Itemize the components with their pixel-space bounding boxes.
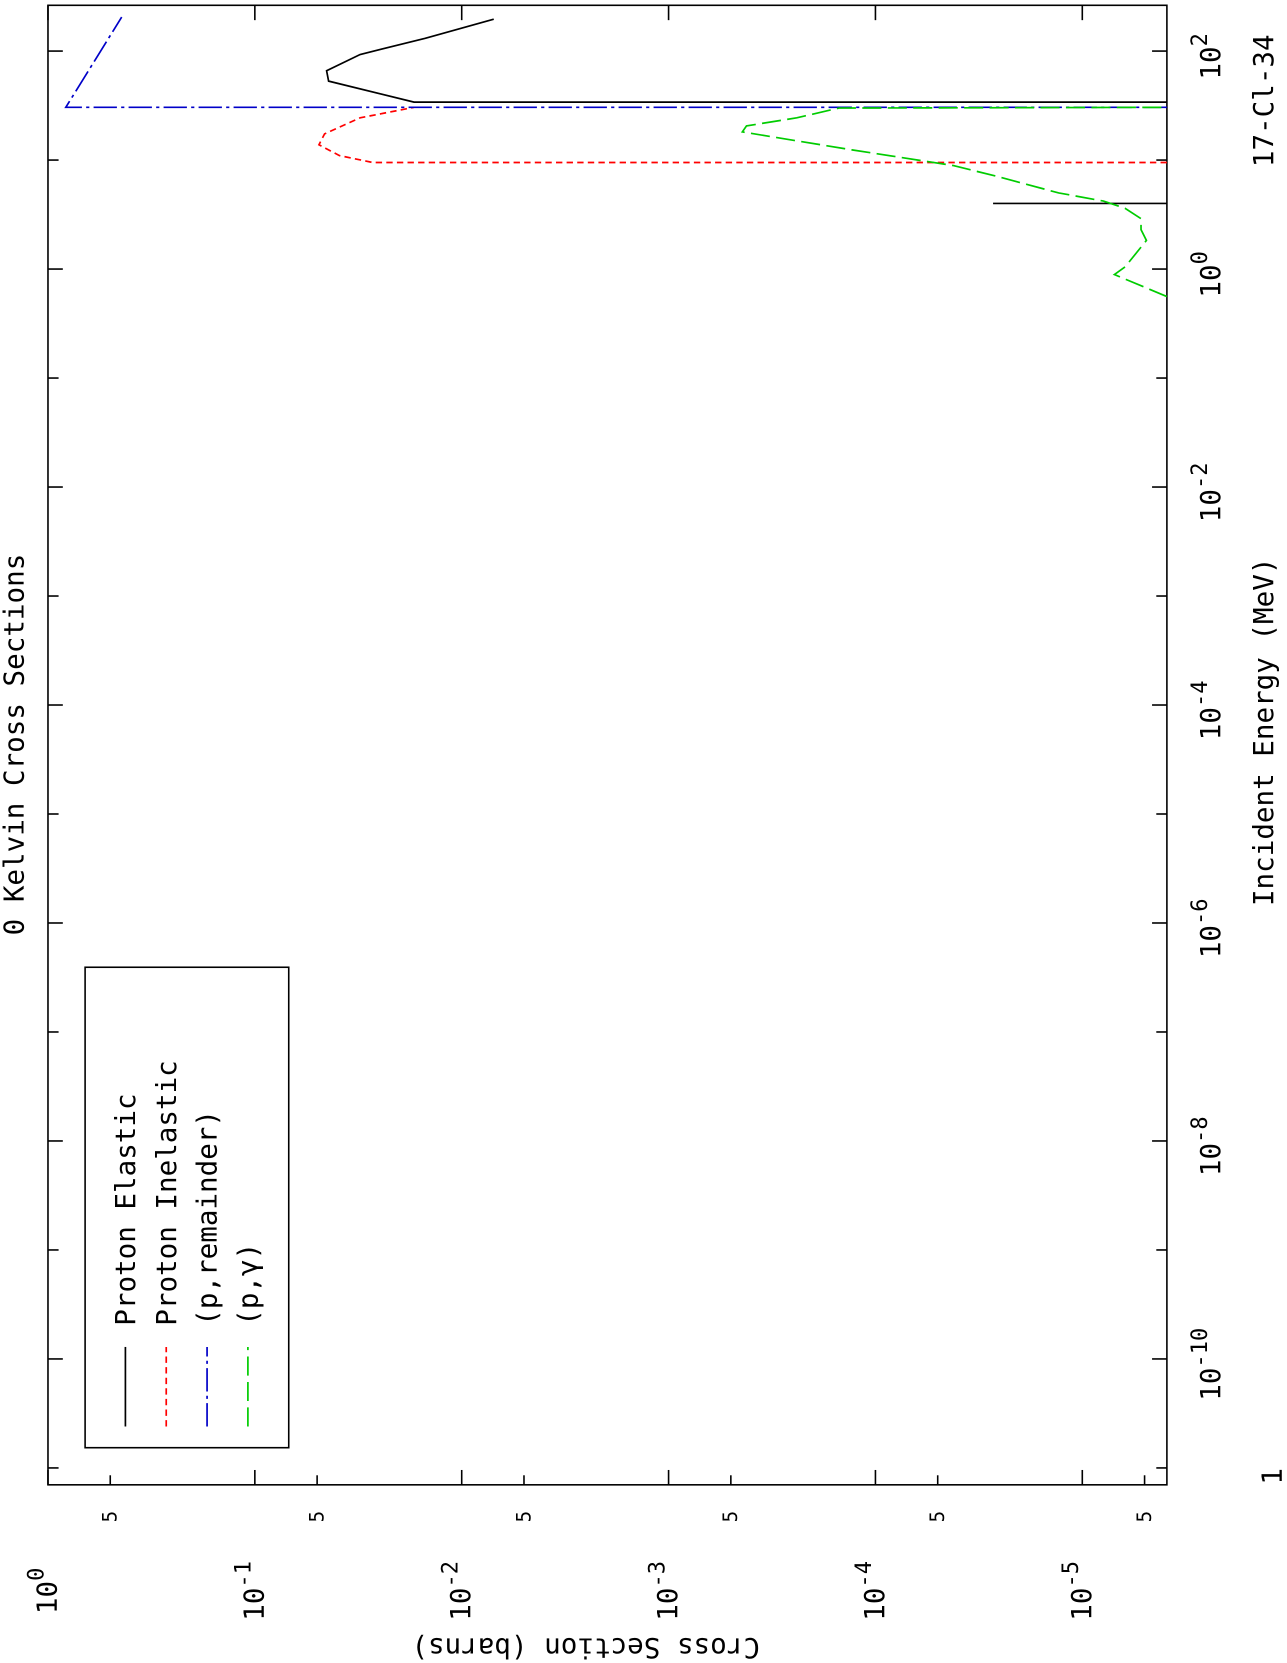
x-corner-label: 1 bbox=[1255, 1468, 1287, 1485]
x-tick-label-base: 10 bbox=[1194, 707, 1227, 740]
x-tick-label-base: 10 bbox=[1194, 1143, 1227, 1176]
legend-box bbox=[84, 966, 290, 1449]
chart-title: 0 Kelvin Cross Sections bbox=[0, 554, 31, 936]
y-tick-minor-label: 5 bbox=[1133, 1511, 1156, 1523]
x-tick-label-exp: -4 bbox=[1188, 680, 1213, 707]
y-tick-label-exp: -5 bbox=[1059, 1561, 1084, 1588]
x-tick-label-base: 10 bbox=[1194, 925, 1227, 958]
y-tick-label-exp: 0 bbox=[25, 1568, 50, 1581]
y-tick-label-exp: -4 bbox=[852, 1561, 877, 1588]
x-tick-label: 10-2 bbox=[1188, 462, 1227, 522]
y-tick-label: 10-5 bbox=[1059, 1561, 1098, 1621]
x-tick-label-base: 10 bbox=[1194, 46, 1227, 79]
y-tick-label: 10-4 bbox=[852, 1561, 891, 1621]
x-tick-label-exp: 0 bbox=[1188, 251, 1213, 264]
x-tick-label-exp: -8 bbox=[1188, 1116, 1213, 1143]
y-axis-label: Cross Section (barns) bbox=[411, 1632, 759, 1663]
y-tick-label-base: 10 bbox=[858, 1588, 891, 1621]
y-tick-label-base: 10 bbox=[651, 1588, 684, 1621]
y-tick-label: 10-3 bbox=[645, 1561, 684, 1621]
series-line bbox=[740, 106, 1168, 298]
y-tick-label-exp: -2 bbox=[438, 1561, 463, 1588]
y-tick-label-exp: -3 bbox=[645, 1561, 670, 1588]
x-tick-label-base: 10 bbox=[1194, 264, 1227, 297]
x-tick-label-base: 10 bbox=[1194, 489, 1227, 522]
y-tick-minor-label: 5 bbox=[719, 1511, 742, 1523]
x-tick-label: 10-6 bbox=[1188, 898, 1227, 958]
y-tick-label: 100 bbox=[25, 1568, 64, 1614]
y-tick-minor-label: 5 bbox=[512, 1511, 535, 1523]
y-tick-label-base: 10 bbox=[444, 1588, 477, 1621]
x-tick-label-base: 10 bbox=[1194, 1368, 1227, 1401]
x-tick-label-exp: -6 bbox=[1188, 898, 1213, 925]
y-tick-label-base: 10 bbox=[1065, 1588, 1098, 1621]
y-tick-minor-label: 5 bbox=[305, 1511, 328, 1523]
legend-label: (p,remainder) bbox=[191, 1110, 224, 1326]
x-tick-label: 10-4 bbox=[1188, 680, 1227, 740]
y-tick-label: 10-1 bbox=[232, 1561, 271, 1621]
plot-frame bbox=[47, 4, 1168, 1486]
legend-label: Proton Elastic bbox=[109, 1093, 142, 1325]
y-tick-label-base: 10 bbox=[237, 1588, 270, 1621]
y-tick-label: 10-2 bbox=[438, 1561, 477, 1621]
x-tick-label: 100 bbox=[1188, 251, 1227, 297]
legend-label: Proton Inelastic bbox=[150, 1060, 183, 1326]
y-tick-label-exp: -1 bbox=[232, 1561, 257, 1588]
series-line bbox=[317, 106, 1167, 164]
series-line bbox=[325, 18, 1167, 205]
annotation: 17-Cl-34 bbox=[1247, 34, 1280, 167]
x-axis-label: Incident Energy (MeV) bbox=[1247, 558, 1280, 906]
x-tick-label: 10-8 bbox=[1188, 1116, 1227, 1176]
y-tick-minor-label: 5 bbox=[99, 1511, 122, 1523]
x-tick-label-exp: 2 bbox=[1188, 33, 1213, 46]
x-tick-label-exp: -10 bbox=[1188, 1328, 1213, 1368]
x-tick-label-exp: -2 bbox=[1188, 462, 1213, 489]
x-tick-label: 102 bbox=[1188, 33, 1227, 79]
y-tick-label-base: 10 bbox=[30, 1581, 63, 1614]
x-tick-label: 10-10 bbox=[1188, 1328, 1227, 1401]
y-tick-minor-label: 5 bbox=[926, 1511, 949, 1523]
legend-label: (p,γ) bbox=[231, 1243, 264, 1326]
series-line bbox=[64, 16, 1167, 109]
